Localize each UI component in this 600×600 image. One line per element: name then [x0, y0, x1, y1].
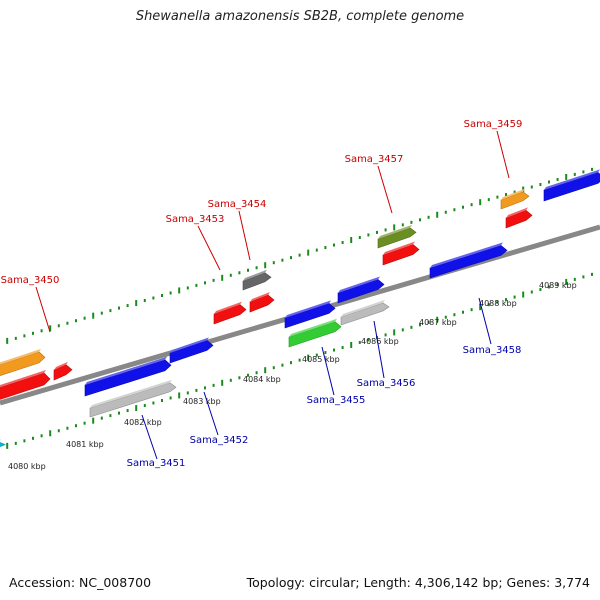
gene-feature-bevel	[0, 348, 41, 365]
gene-label[interactable]: Sama_3451	[127, 458, 186, 469]
gene-feature	[169, 340, 214, 364]
gene-label[interactable]: Sama_3458	[463, 345, 522, 356]
map-title: Shewanella amazonensis SB2B, complete ge…	[135, 9, 465, 24]
gene-feature	[242, 272, 272, 291]
gene-label[interactable]: Sama_3453	[166, 214, 225, 225]
gene-feature-bevel	[383, 241, 415, 255]
label-leader-line	[203, 391, 219, 436]
gene-feature	[340, 302, 390, 326]
gene-feature-bevel	[501, 188, 525, 200]
gene-label[interactable]: Sama_3457	[345, 154, 404, 165]
gene-feature-bevel	[544, 169, 600, 190]
gene-feature	[429, 245, 508, 279]
label-leader-line	[238, 210, 251, 261]
label-leader-line	[197, 225, 221, 271]
gene-feature-bevel	[54, 361, 68, 370]
gene-feature	[288, 321, 342, 348]
tick-label: 4087 kbp	[419, 318, 457, 327]
gene-feature	[284, 302, 336, 329]
tick-label: 4081 kbp	[66, 440, 104, 449]
gene-feature-bevel	[170, 337, 209, 353]
tick-label: 4083 kbp	[183, 397, 221, 406]
tick-label: 4082 kbp	[124, 418, 162, 427]
label-leader-line	[373, 320, 385, 379]
gene-feature-bevel	[289, 318, 337, 337]
label-layer: Sama_3450 Sama_3453 Sama_3454 Sama_3457 Sama…	[1, 119, 523, 469]
label-leader-line	[377, 165, 393, 214]
label-leader-line	[321, 346, 335, 396]
gene-feature	[249, 294, 275, 313]
gene-feature-bevel	[0, 369, 46, 388]
gene-feature-bevel	[0, 439, 1, 441]
accession-text: Accession: NC_008700	[9, 575, 152, 590]
gene-label[interactable]: Sama_3455	[307, 395, 366, 406]
gene-feature-bevel	[214, 301, 242, 314]
gene-feature-bevel	[90, 379, 172, 408]
gene-feature-bevel	[338, 276, 380, 293]
ruler-layer: 4080 kbp 4081 kbp 4082 kbp 4083 kbp 4084 kbp…	[6, 167, 593, 471]
tick-label: 4089 kbp	[539, 281, 577, 290]
genome-summary-text: Topology: circular; Length: 4,306,142 bp…	[246, 575, 590, 590]
gene-feature-bevel	[243, 269, 267, 281]
gene-feature-bevel	[430, 242, 503, 268]
gene-feature	[213, 304, 247, 325]
gene-feature-bevel	[506, 207, 528, 218]
feature-layer	[0, 169, 600, 447]
tick-label: 4088 kbp	[479, 299, 517, 308]
label-leader-line	[141, 414, 158, 460]
gene-feature	[505, 210, 533, 229]
tick-label: 4085 kbp	[302, 355, 340, 364]
gene-feature-bevel	[250, 291, 270, 302]
label-leader-line	[496, 130, 510, 179]
gene-feature	[0, 442, 6, 447]
tick-label: 4084 kbp	[243, 375, 281, 384]
gene-label[interactable]: Sama_3450	[1, 275, 60, 286]
gene-label[interactable]: Sama_3456	[357, 378, 416, 389]
gene-feature	[53, 364, 73, 381]
tick-label: 4086 kbp	[361, 337, 399, 346]
label-leader-line	[35, 286, 51, 333]
tick-label: 4080 kbp	[8, 462, 46, 471]
label-leader-line	[478, 297, 492, 345]
gene-label[interactable]: Sama_3454	[208, 199, 267, 210]
gene-feature-bevel	[378, 224, 412, 239]
gene-feature-bevel	[285, 300, 331, 318]
gene-label[interactable]: Sama_3452	[190, 435, 249, 446]
gene-feature-bevel	[341, 299, 385, 317]
gene-label[interactable]: Sama_3459	[464, 119, 523, 130]
gene-feature-bevel	[85, 356, 167, 385]
